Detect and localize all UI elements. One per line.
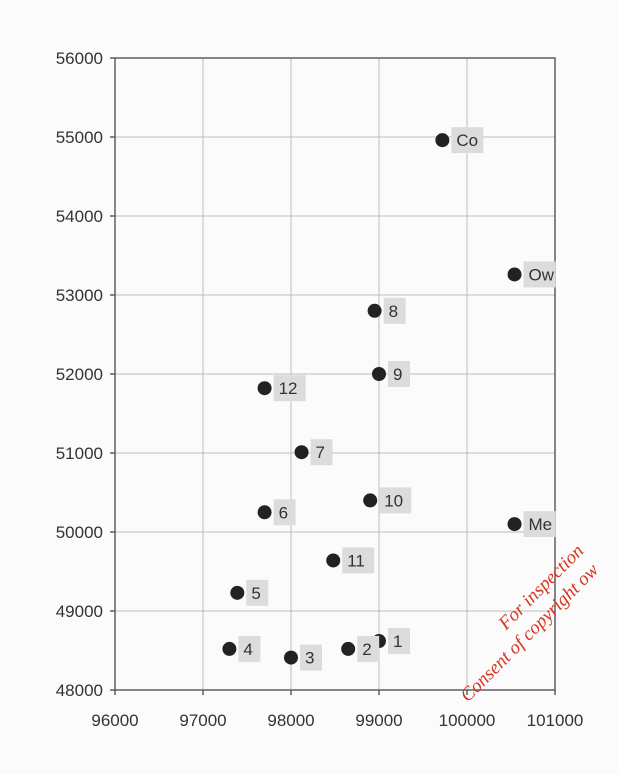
point-marker: [294, 445, 309, 460]
y-tick-label: 50000: [56, 523, 103, 542]
y-tick-label: 55000: [56, 128, 103, 147]
point-label-bg: [310, 439, 333, 466]
point-label: 8: [389, 302, 398, 321]
point-label: 11: [347, 551, 365, 570]
data-point-8: 8: [367, 297, 406, 324]
data-point-4: 4: [222, 635, 261, 662]
point-label: 10: [384, 491, 403, 510]
point-layer: Co Ow 8 9 12 7 10 6 Me 11 5 1 4 2 3: [222, 127, 556, 671]
y-tick-label: 51000: [56, 444, 103, 463]
point-marker: [372, 367, 386, 381]
y-tick-label: 54000: [56, 207, 103, 226]
point-label-bg: [342, 547, 375, 574]
data-point-Ow: Ow: [507, 261, 556, 288]
data-point-6: 6: [257, 499, 296, 526]
point-label-bg: [523, 511, 556, 538]
x-tick-label: 96000: [91, 711, 138, 730]
point-label: 5: [251, 584, 260, 603]
x-tick-label: 99000: [355, 711, 402, 730]
y-tick-label: 48000: [56, 681, 103, 700]
point-marker: [507, 517, 522, 532]
data-point-Me: Me: [507, 511, 556, 538]
data-point-7: 7: [294, 439, 333, 466]
point-label: 2: [362, 640, 371, 659]
data-point-10: 10: [363, 487, 412, 514]
point-label-bg: [388, 628, 410, 655]
point-label-bg: [246, 579, 269, 606]
point-label-bg: [523, 261, 556, 288]
point-label-bg: [451, 127, 484, 154]
data-point-2: 2: [341, 635, 380, 662]
point-marker: [341, 641, 356, 656]
point-label: 6: [279, 503, 288, 522]
point-marker: [507, 267, 522, 282]
x-tick-label: 100000: [439, 711, 496, 730]
x-tick-label: 98000: [267, 711, 314, 730]
plot-frame: [114, 57, 556, 691]
point-label-bg: [379, 487, 412, 514]
y-tick-label: 49000: [56, 602, 103, 621]
y-tick-label: 53000: [56, 286, 103, 305]
point-marker: [230, 585, 245, 600]
point-label-bg: [357, 635, 380, 662]
point-label: 12: [279, 379, 298, 398]
point-label: Co: [456, 131, 478, 150]
point-label: Ow: [529, 265, 555, 284]
point-label-bg: [300, 644, 322, 671]
y-tick-label: 56000: [56, 49, 103, 68]
data-point-9: 9: [372, 361, 410, 387]
point-marker: [435, 133, 450, 148]
point-label: 3: [305, 649, 314, 668]
data-point-3: 3: [284, 644, 322, 671]
point-marker: [222, 641, 237, 656]
point-label-bg: [388, 361, 410, 387]
watermark: For inspection Consent of copyright ow: [456, 541, 603, 707]
point-marker: [363, 493, 378, 508]
watermark-line-2: Consent of copyright ow: [456, 559, 603, 706]
point-marker: [326, 553, 341, 568]
point-label: 1: [393, 632, 402, 651]
point-marker: [367, 303, 382, 318]
point-marker: [284, 650, 298, 665]
point-marker: [257, 381, 272, 396]
axis-layer: [110, 57, 556, 695]
data-point-12: 12: [257, 375, 306, 402]
point-label: 4: [243, 640, 252, 659]
point-label: Me: [529, 515, 553, 534]
point-label-bg: [273, 375, 306, 402]
x-tick-label: 101000: [527, 711, 584, 730]
point-label: 7: [316, 443, 325, 462]
point-label-bg: [273, 499, 296, 526]
data-point-11: 11: [326, 547, 375, 574]
point-label-bg: [383, 297, 406, 324]
x-tick-label: 97000: [179, 711, 226, 730]
grid-layer: [115, 58, 555, 690]
data-point-5: 5: [230, 579, 269, 606]
point-label: 9: [393, 365, 402, 384]
y-tick-label: 52000: [56, 365, 103, 384]
tick-label-layer: 96000 97000 98000 99000 100000 101000 48000 490…: [56, 49, 584, 730]
point-marker: [257, 505, 272, 520]
point-label-bg: [238, 635, 261, 662]
data-point-Co: Co: [435, 127, 484, 154]
